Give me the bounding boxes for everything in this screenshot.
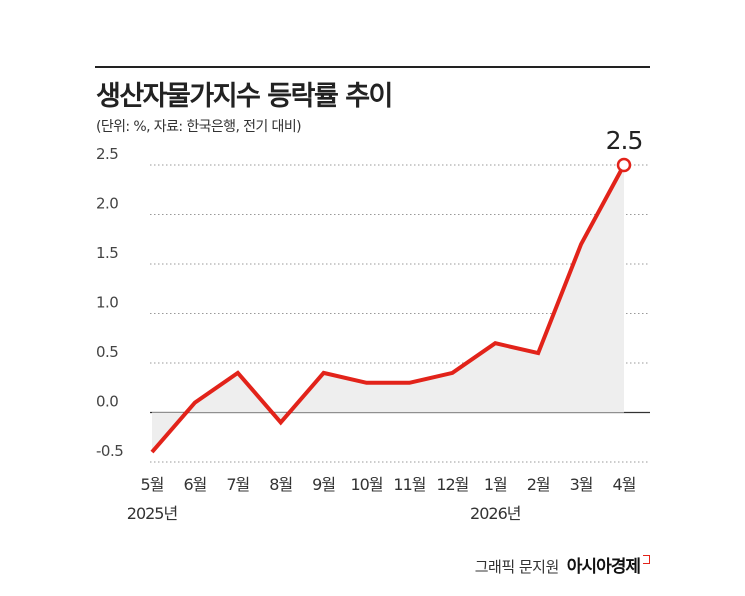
y-tick-label: 0.5 <box>96 343 118 361</box>
y-tick-label: 0.0 <box>96 393 118 411</box>
x-tick-label: 10월 <box>350 475 382 494</box>
x-tick-label: 1월 <box>484 475 507 494</box>
year-label: 2026년 <box>470 504 521 523</box>
x-tick-label: 6월 <box>183 475 206 494</box>
chart-title: 생산자물가지수 등락률 추이 <box>96 81 393 112</box>
x-tick-label: 3월 <box>570 475 593 494</box>
area-fill <box>152 165 624 453</box>
year-label: 2025년 <box>127 504 178 523</box>
y-tick-label: 2.5 <box>96 145 118 163</box>
y-tick-label: 1.0 <box>96 294 118 312</box>
brand-logo: 아시아경제 <box>566 557 641 577</box>
highlight-value-label: 2.5 <box>606 126 643 155</box>
y-tick-label: 1.5 <box>96 244 118 262</box>
highlight-point <box>616 157 632 173</box>
title-rule <box>95 66 650 68</box>
y-tick-label: 2.0 <box>96 195 118 213</box>
x-tick-label: 7월 <box>226 475 249 494</box>
x-tick-label: 11월 <box>393 475 425 494</box>
brand-mark-icon <box>643 555 650 564</box>
series-line <box>150 164 626 454</box>
x-tick-label: 8월 <box>269 475 292 494</box>
x-tick-label: 12월 <box>436 475 468 494</box>
chart-subtitle: (단위: %, 자료: 한국은행, 전기 대비) <box>96 119 302 135</box>
x-tick-label: 5월 <box>141 475 164 494</box>
x-tick-label: 4월 <box>613 475 636 494</box>
x-tick-label: 9월 <box>312 475 335 494</box>
graphic-credit: 그래픽 문지원 <box>474 558 560 576</box>
credit-line: 그래픽 문지원 아시아경제 <box>475 552 650 577</box>
y-tick-label: -0.5 <box>96 442 123 460</box>
x-tick-label: 2월 <box>527 475 550 494</box>
